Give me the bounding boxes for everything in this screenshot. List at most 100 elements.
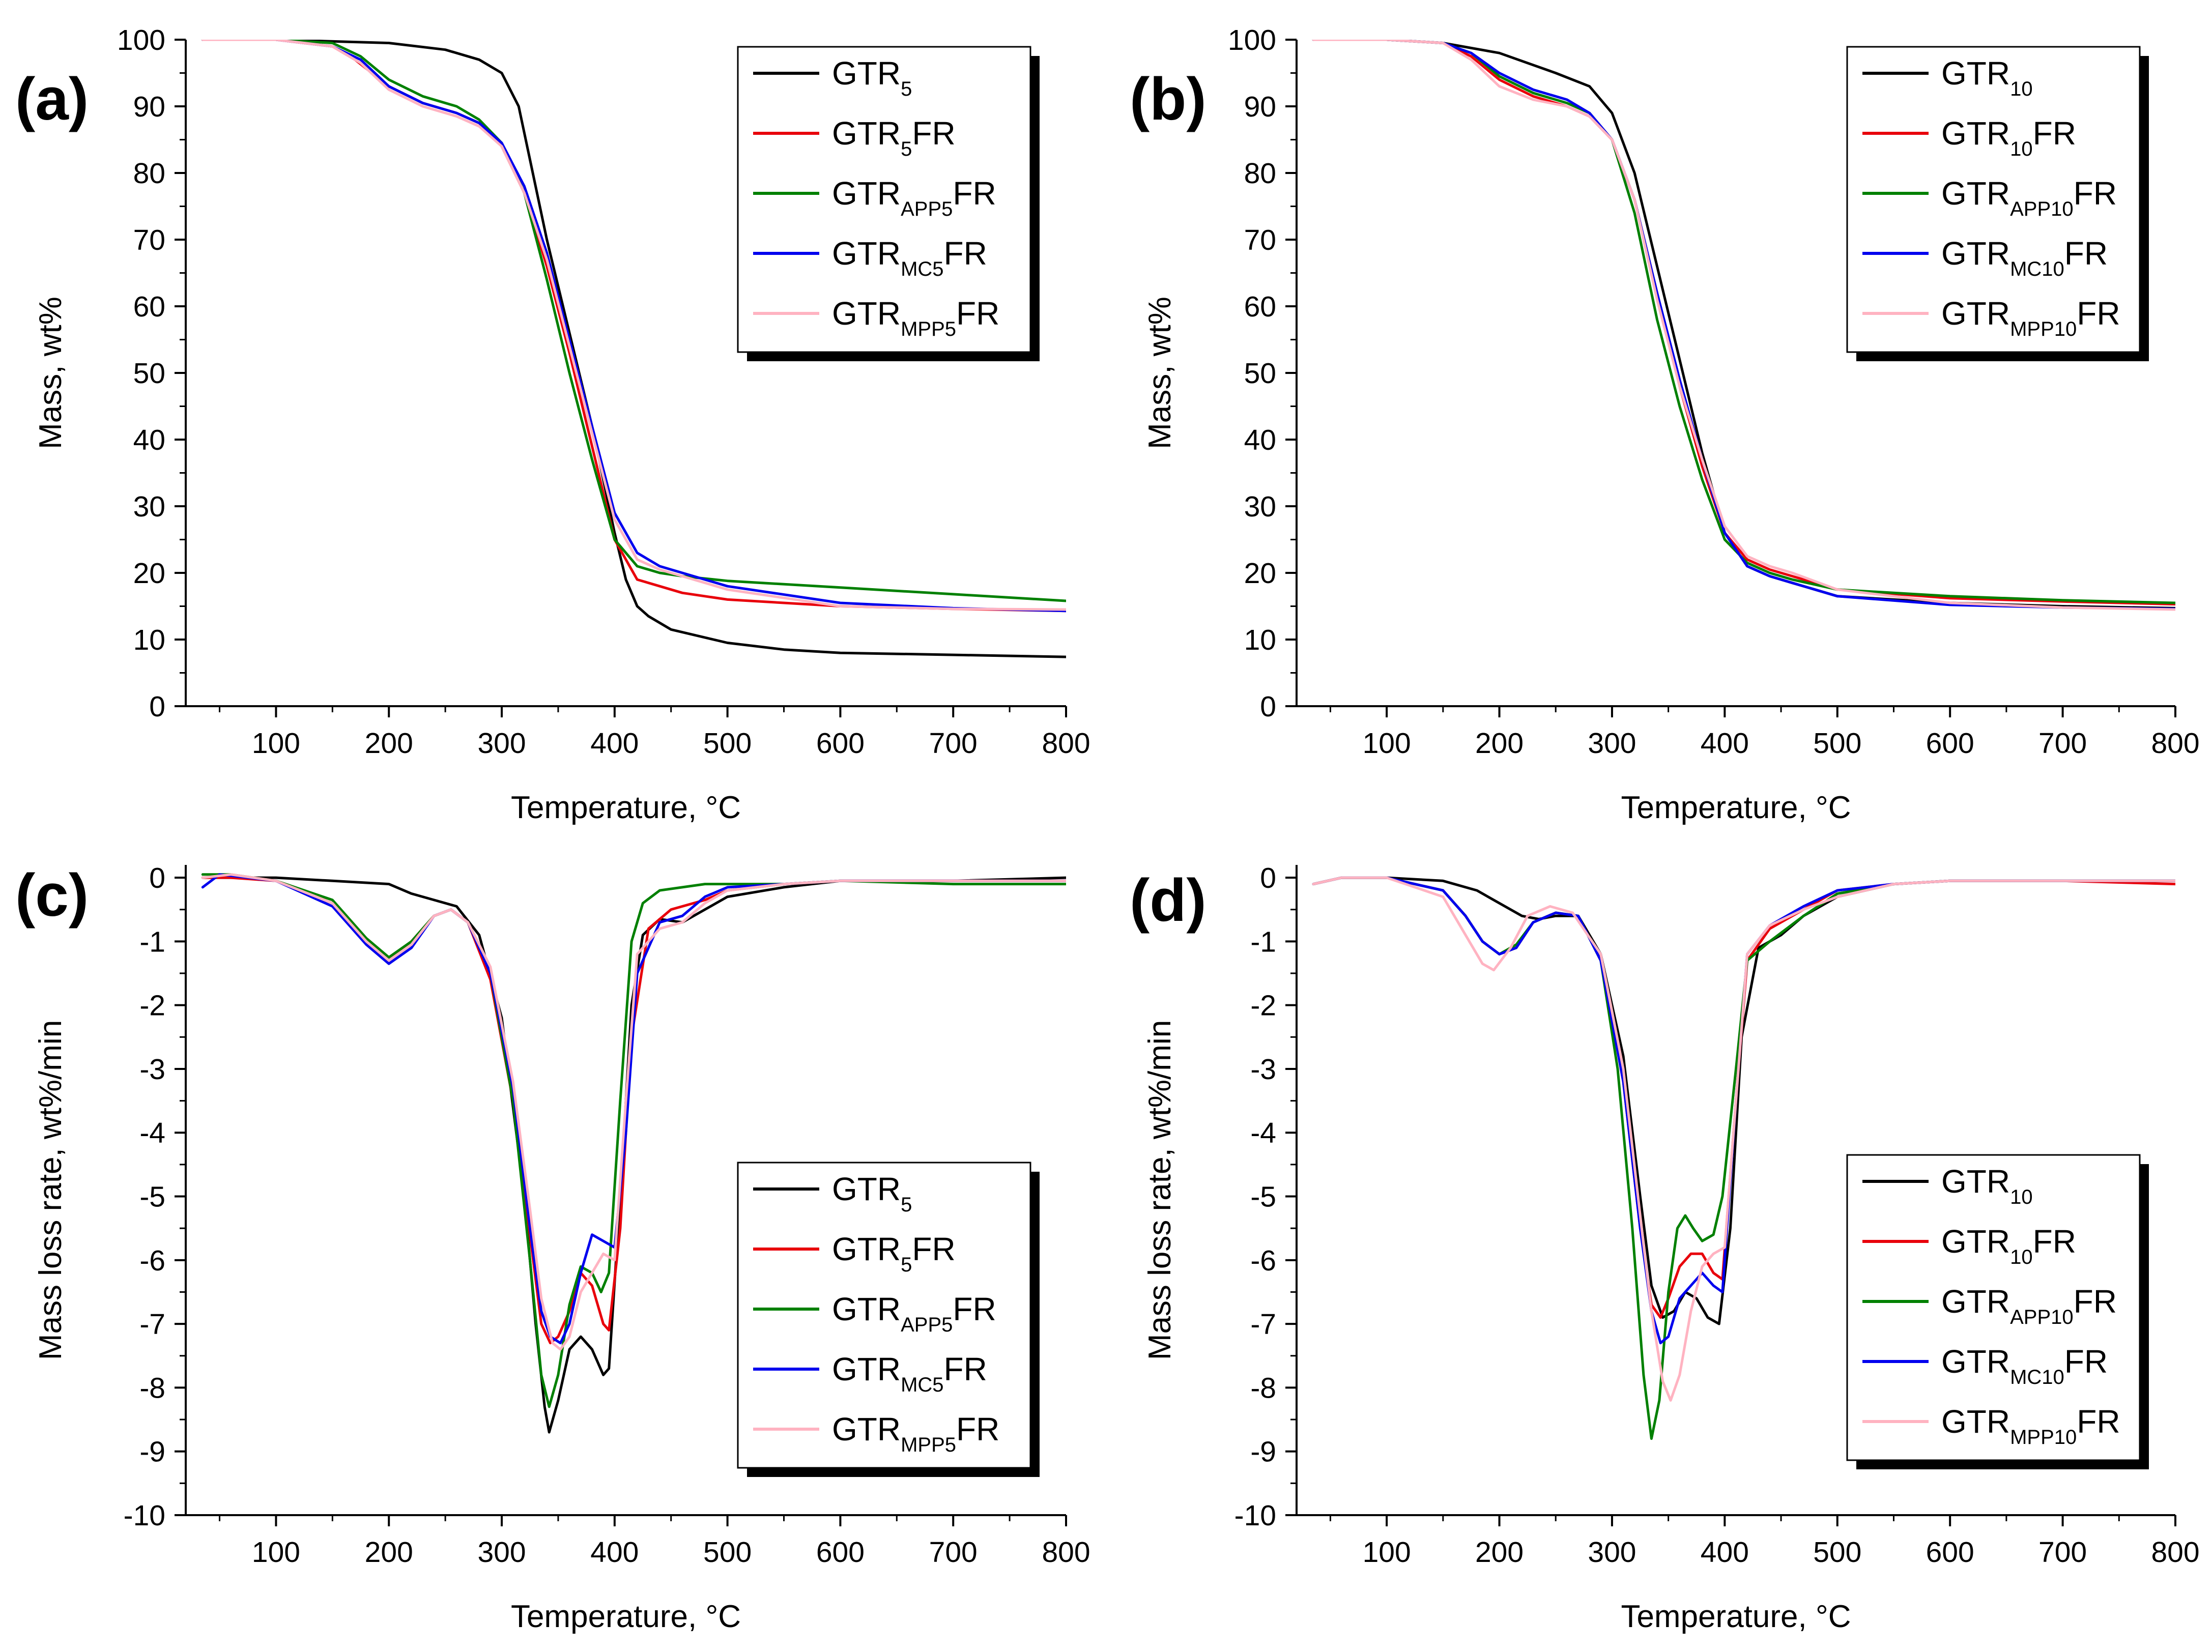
panel-b: (b) 100 200 300 400 500 600 700 800 0 10 20 30 40 50 60…	[1130, 24, 2200, 825]
x-tick-label: 400	[1701, 1536, 1749, 1569]
legend-suffix: FR	[944, 1351, 987, 1387]
y-axis-title: Mass loss rate, wt%/min	[1142, 1020, 1177, 1360]
legend-box	[737, 46, 1031, 353]
legend-suffix: FR	[2033, 1223, 2076, 1260]
x-tick-label: 600	[816, 1536, 865, 1569]
legend-label: GTRAPP10FR	[1941, 1283, 2117, 1328]
legend-name: GTR	[1941, 175, 2010, 212]
x-tick-label: 500	[1813, 1536, 1861, 1569]
y-tick-label: -5	[139, 1181, 165, 1213]
y-tick-label: -2	[1250, 990, 1276, 1022]
series-line-3	[201, 40, 1066, 613]
legend-name: GTR	[1941, 1403, 2010, 1440]
x-tick-label: 100	[252, 1536, 300, 1569]
legend-box	[1846, 1154, 2141, 1461]
series-line-4	[201, 40, 1066, 611]
legend-suffix: FR	[956, 295, 999, 332]
y-axis-title: Mass loss rate, wt%/min	[33, 1020, 68, 1360]
legend-label: GTRMC5FR	[832, 235, 987, 280]
legend-suffix: FR	[2077, 1403, 2120, 1440]
x-tick-label: 800	[1042, 727, 1090, 760]
legend-name: GTR	[1941, 1223, 2010, 1260]
y-tick-label: -4	[139, 1117, 165, 1149]
panel-label: (b)	[1130, 66, 1206, 133]
legend-suffix: FR	[956, 1411, 999, 1447]
legend-label: GTR10FR	[1941, 1223, 2076, 1268]
legend-suffix: FR	[953, 175, 996, 212]
legend-name: GTR	[832, 235, 901, 272]
panel-c: (c)100 200 300 400 500 600 700 800-10-9-8-7-6-5…	[15, 862, 1090, 1634]
y-tick-label: -9	[139, 1436, 165, 1468]
legend-subscript: MC5	[901, 1374, 943, 1396]
legend-subscript: 10	[2010, 78, 2033, 100]
y-tick-label: -3	[1250, 1053, 1276, 1086]
legend-name: GTR	[1941, 55, 2010, 92]
legend-subscript: 10	[2010, 138, 2033, 160]
legend-name: GTR	[832, 295, 901, 332]
legend-label: GTR10FR	[1941, 115, 2076, 160]
y-tick-label: 10	[1244, 624, 1276, 656]
legend-suffix: FR	[944, 235, 987, 272]
legend-suffix: FR	[2033, 115, 2076, 152]
legend-name: GTR	[1941, 1163, 2010, 1200]
y-tick-label: 90	[133, 91, 165, 123]
legend-name: GTR	[832, 175, 901, 212]
x-tick-label: 800	[2151, 1536, 2199, 1569]
x-tick-label: 100	[252, 727, 300, 760]
x-tick-label: 200	[365, 1536, 413, 1569]
series-line-3	[201, 873, 1066, 1345]
y-tick-label: 30	[1244, 490, 1276, 523]
legend-label: GTRAPP5FR	[832, 1291, 996, 1336]
legend-suffix: FR	[2064, 1343, 2108, 1380]
series-line-3	[1312, 876, 2175, 1345]
x-tick-label: 500	[703, 1536, 752, 1569]
series-line-2	[201, 873, 1066, 1408]
legend: GTR10GTR10FRGTRAPP10FRGTRMC10FRGTRMPP10F…	[1846, 46, 2149, 361]
x-axis-title: Temperature, °C	[1621, 1599, 1851, 1634]
x-tick-label: 700	[929, 727, 978, 760]
y-tick-label: -2	[139, 990, 165, 1022]
legend-subscript: MC10	[2010, 1366, 2064, 1388]
legend-label: GTR5	[832, 55, 912, 100]
panel-label: (a)	[15, 66, 89, 133]
legend-label: GTRAPP10FR	[1941, 175, 2117, 220]
series-line-2	[201, 40, 1066, 602]
legend-subscript: 5	[901, 1194, 912, 1216]
y-tick-label: 80	[133, 157, 165, 190]
y-tick-label: -6	[1250, 1244, 1276, 1277]
y-tick-label: 20	[1244, 557, 1276, 590]
x-tick-label: 600	[816, 727, 865, 760]
x-tick-label: 300	[1588, 1536, 1636, 1569]
x-tick-label: 600	[1926, 727, 1974, 760]
y-axis-title: Mass, wt%	[1142, 297, 1177, 449]
legend-subscript: 5	[901, 138, 912, 160]
y-tick-label: -8	[139, 1372, 165, 1404]
legend-suffix: FR	[2064, 235, 2108, 272]
y-tick-label: -10	[124, 1499, 165, 1532]
legend-subscript: 10	[2010, 1246, 2033, 1268]
x-tick-label: 300	[477, 1536, 526, 1569]
x-axis-title: Temperature, °C	[511, 1599, 741, 1634]
x-tick-label: 500	[703, 727, 752, 760]
legend-subscript: MPP10	[2010, 318, 2077, 340]
x-tick-label: 700	[2038, 1536, 2087, 1569]
y-tick-label: 100	[1228, 24, 1276, 56]
y-tick-label: 0	[149, 690, 165, 723]
x-tick-label: 400	[1701, 727, 1749, 760]
series-line-0	[201, 876, 1066, 1434]
legend-subscript: MPP5	[901, 318, 956, 340]
y-tick-label: 0	[149, 862, 165, 894]
legend-subscript: MPP10	[2010, 1426, 2077, 1448]
y-tick-label: 70	[1244, 224, 1276, 256]
legend-suffix: FR	[2077, 295, 2120, 332]
y-tick-label: -7	[139, 1308, 165, 1341]
series-group	[201, 873, 1066, 1434]
y-axis-title: Mass, wt%	[33, 297, 68, 449]
y-tick-label: 50	[1244, 357, 1276, 390]
y-tick-label: -1	[139, 925, 165, 958]
series-group	[1312, 40, 2175, 611]
legend-name: GTR	[832, 1171, 901, 1207]
